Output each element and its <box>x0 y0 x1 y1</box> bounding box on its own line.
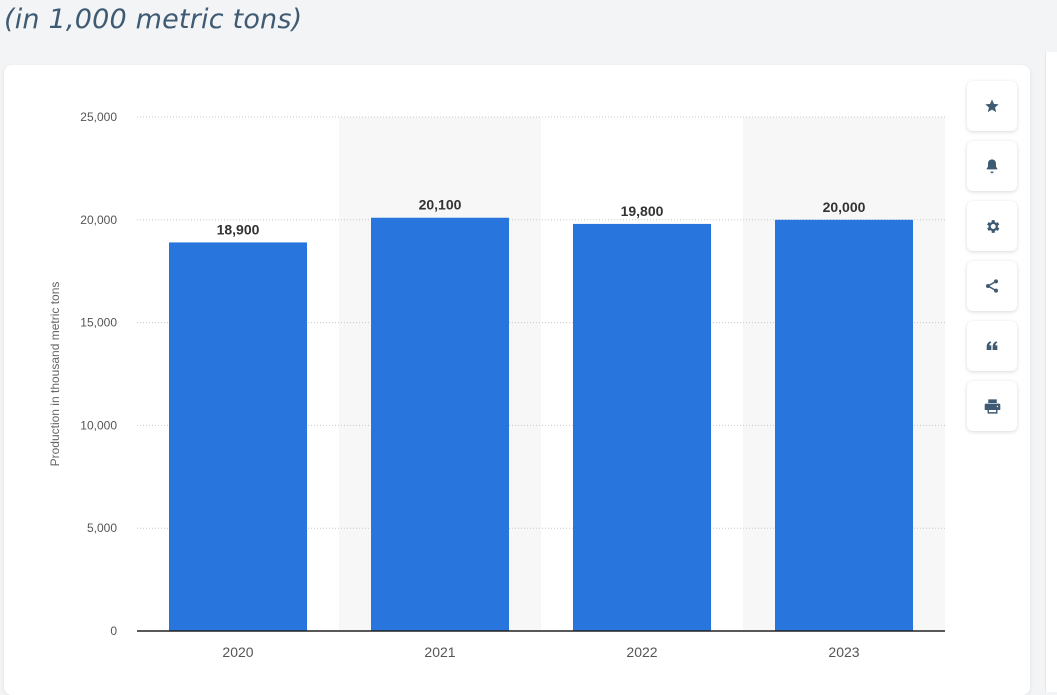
data-label: 20,000 <box>823 199 866 215</box>
data-label: 19,800 <box>621 203 664 219</box>
y-tick-label: 0 <box>110 624 117 638</box>
y-tick-label: 25,000 <box>80 110 117 124</box>
y-tick-label: 10,000 <box>80 418 117 432</box>
chart-subtitle: (in 1,000 metric tons) <box>4 4 303 35</box>
y-axis-label: Production in thousand metric tons <box>48 282 62 467</box>
favorite-button[interactable] <box>967 81 1017 131</box>
bar-2022[interactable] <box>573 223 711 632</box>
printer-icon <box>984 398 1000 414</box>
bar-2023[interactable] <box>775 219 913 632</box>
x-tick-label: 2021 <box>424 644 455 660</box>
y-tick-label: 15,000 <box>80 316 117 330</box>
axes: 0 5,000 10,000 15,000 20,000 25,000 2020 2021 20… <box>80 110 945 660</box>
adjacent-panel-edge <box>1045 52 1057 692</box>
y-tick-label: 5,000 <box>87 521 117 535</box>
data-label: 18,900 <box>217 221 260 237</box>
chart-toolbar <box>967 81 1017 441</box>
cite-button[interactable] <box>967 321 1017 371</box>
star-icon <box>985 99 999 113</box>
gear-icon <box>986 219 999 233</box>
x-tick-label: 2020 <box>222 644 253 660</box>
share-button[interactable] <box>967 261 1017 311</box>
settings-button[interactable] <box>967 201 1017 251</box>
share-icon <box>986 279 998 293</box>
x-tick-label: 2022 <box>626 644 657 660</box>
bar-2021[interactable] <box>371 217 509 631</box>
bell-icon <box>986 159 998 174</box>
data-label: 20,100 <box>419 197 462 213</box>
bars: 18,900 20,100 19,800 20,000 <box>169 197 913 632</box>
x-tick-label: 2023 <box>828 644 859 660</box>
bar-2020[interactable] <box>169 242 307 631</box>
print-button[interactable] <box>967 381 1017 431</box>
quote-icon <box>986 341 998 350</box>
notification-button[interactable] <box>967 141 1017 191</box>
y-tick-label: 20,000 <box>80 213 117 227</box>
